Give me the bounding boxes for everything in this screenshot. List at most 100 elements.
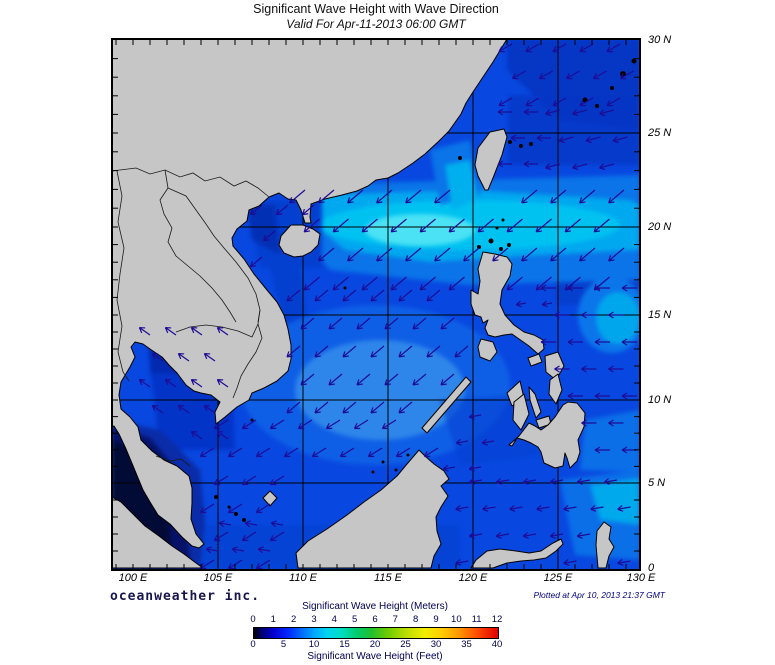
wave-arrow [594, 392, 610, 400]
wave-arrow [523, 108, 538, 116]
wave-arrow [576, 477, 591, 485]
wave-arrow [376, 189, 393, 204]
wave-arrow [283, 447, 299, 458]
lon-label-3: 115 E [374, 572, 402, 584]
wave-arrow [523, 160, 538, 168]
wave-arrow [286, 345, 301, 358]
wave-arrow [536, 134, 551, 142]
lat-label-4: 10 N [648, 394, 672, 406]
wave-arrow [440, 373, 455, 386]
wave-arrow [576, 531, 591, 539]
mindoro-island [477, 338, 498, 362]
negros-island [512, 393, 530, 431]
ocean-layer [112, 39, 640, 570]
wave-arrow [370, 289, 385, 302]
wave-arrow [241, 531, 257, 542]
wave-arrow [138, 378, 151, 388]
luzon-island [470, 251, 545, 355]
wave-arrow [619, 70, 634, 80]
wave-arrow [216, 430, 229, 440]
lon-label-2: 110 E [289, 572, 317, 584]
wave-arrow [593, 218, 610, 233]
wave-arrow [376, 247, 393, 262]
wave-arrow [255, 559, 271, 570]
wave-arrow [579, 43, 594, 53]
wave-arrow [303, 218, 320, 233]
wave-arrow [269, 475, 285, 486]
legend-meters-tick: 12 [491, 614, 503, 625]
wave-arrow [138, 326, 151, 336]
wave-arrow [599, 163, 615, 171]
wave-arrow [342, 289, 357, 302]
legend-meters-tick: 7 [392, 614, 398, 625]
wave-arrow [177, 404, 190, 414]
lon-label-4: 120 E [458, 572, 488, 584]
natuna-island [262, 490, 278, 507]
legend-meters-tick: 6 [372, 614, 378, 625]
wave-arrow [468, 477, 483, 485]
small-islands [214, 58, 637, 522]
wave-arrow [455, 504, 469, 512]
wave-arrow [510, 134, 525, 142]
legend-title-feet: Significant Wave Height (Feet) [307, 651, 443, 662]
wave-arrow [370, 401, 385, 414]
wave-arrow [515, 300, 527, 308]
wave-arrow [423, 447, 439, 458]
wave-arrow [203, 404, 216, 414]
country-borders [112, 167, 270, 467]
masbate-island [527, 353, 543, 367]
wave-arrow [227, 447, 243, 458]
wave-arrow [325, 419, 341, 430]
wave-arrow [481, 438, 495, 446]
legend-meters-tick: 4 [331, 614, 337, 625]
wave-arrow [521, 189, 538, 204]
wave-arrow [339, 447, 355, 458]
wave-arrow [164, 326, 177, 336]
wave-arrow [608, 189, 625, 204]
wave-arrow [506, 276, 523, 291]
wave-arrow [356, 373, 371, 386]
wave-arrow [434, 189, 451, 204]
wave-arrow [594, 446, 610, 454]
samar-island [544, 351, 565, 381]
legend-meters-tick: 2 [291, 614, 297, 625]
legend-meters-tick: 3 [311, 614, 317, 625]
wave-arrow [606, 97, 621, 107]
wave-arrow [592, 70, 607, 80]
wave-arrow [151, 404, 164, 414]
wave-arrow [535, 218, 552, 233]
lon-label-6: 130 E [626, 572, 656, 584]
wave-arrow [190, 378, 203, 388]
wave-arrow [440, 317, 455, 330]
wave-arrow [249, 204, 263, 216]
page-title: Significant Wave Height with Wave Direct… [253, 2, 499, 16]
lat-label-2: 20 N [648, 221, 672, 233]
wave-arrow [384, 373, 399, 386]
wave-arrow [269, 531, 285, 542]
wave-arrow [550, 189, 567, 204]
wave-arrow [579, 97, 594, 107]
wave-arrow [300, 373, 315, 386]
wave-arrow [608, 247, 625, 262]
wave-arrow [314, 289, 329, 302]
wave-arrow [552, 43, 567, 53]
wave-arrow [227, 503, 243, 514]
wave-arrow [552, 97, 567, 107]
legend-meters-tick: 9 [433, 614, 439, 625]
wave-arrow [448, 218, 465, 233]
wave-arrow [497, 108, 512, 116]
wave-arrow [199, 447, 215, 458]
lon-label-5: 125 E [543, 572, 573, 584]
wave-arrow [199, 503, 215, 514]
wave-arrow [492, 247, 509, 262]
wave-arrow [216, 326, 229, 336]
plotted-timestamp: Plotted at Apr 10, 2013 21:37 GMT [533, 590, 665, 600]
wave-arrow [522, 531, 537, 539]
wave-arrow [549, 477, 564, 485]
wave-arrow [332, 276, 349, 291]
wave-arrow [468, 412, 482, 420]
wave-arrow [621, 284, 637, 292]
wave-arrow [398, 289, 413, 302]
legend-meters-tick: 8 [413, 614, 419, 625]
